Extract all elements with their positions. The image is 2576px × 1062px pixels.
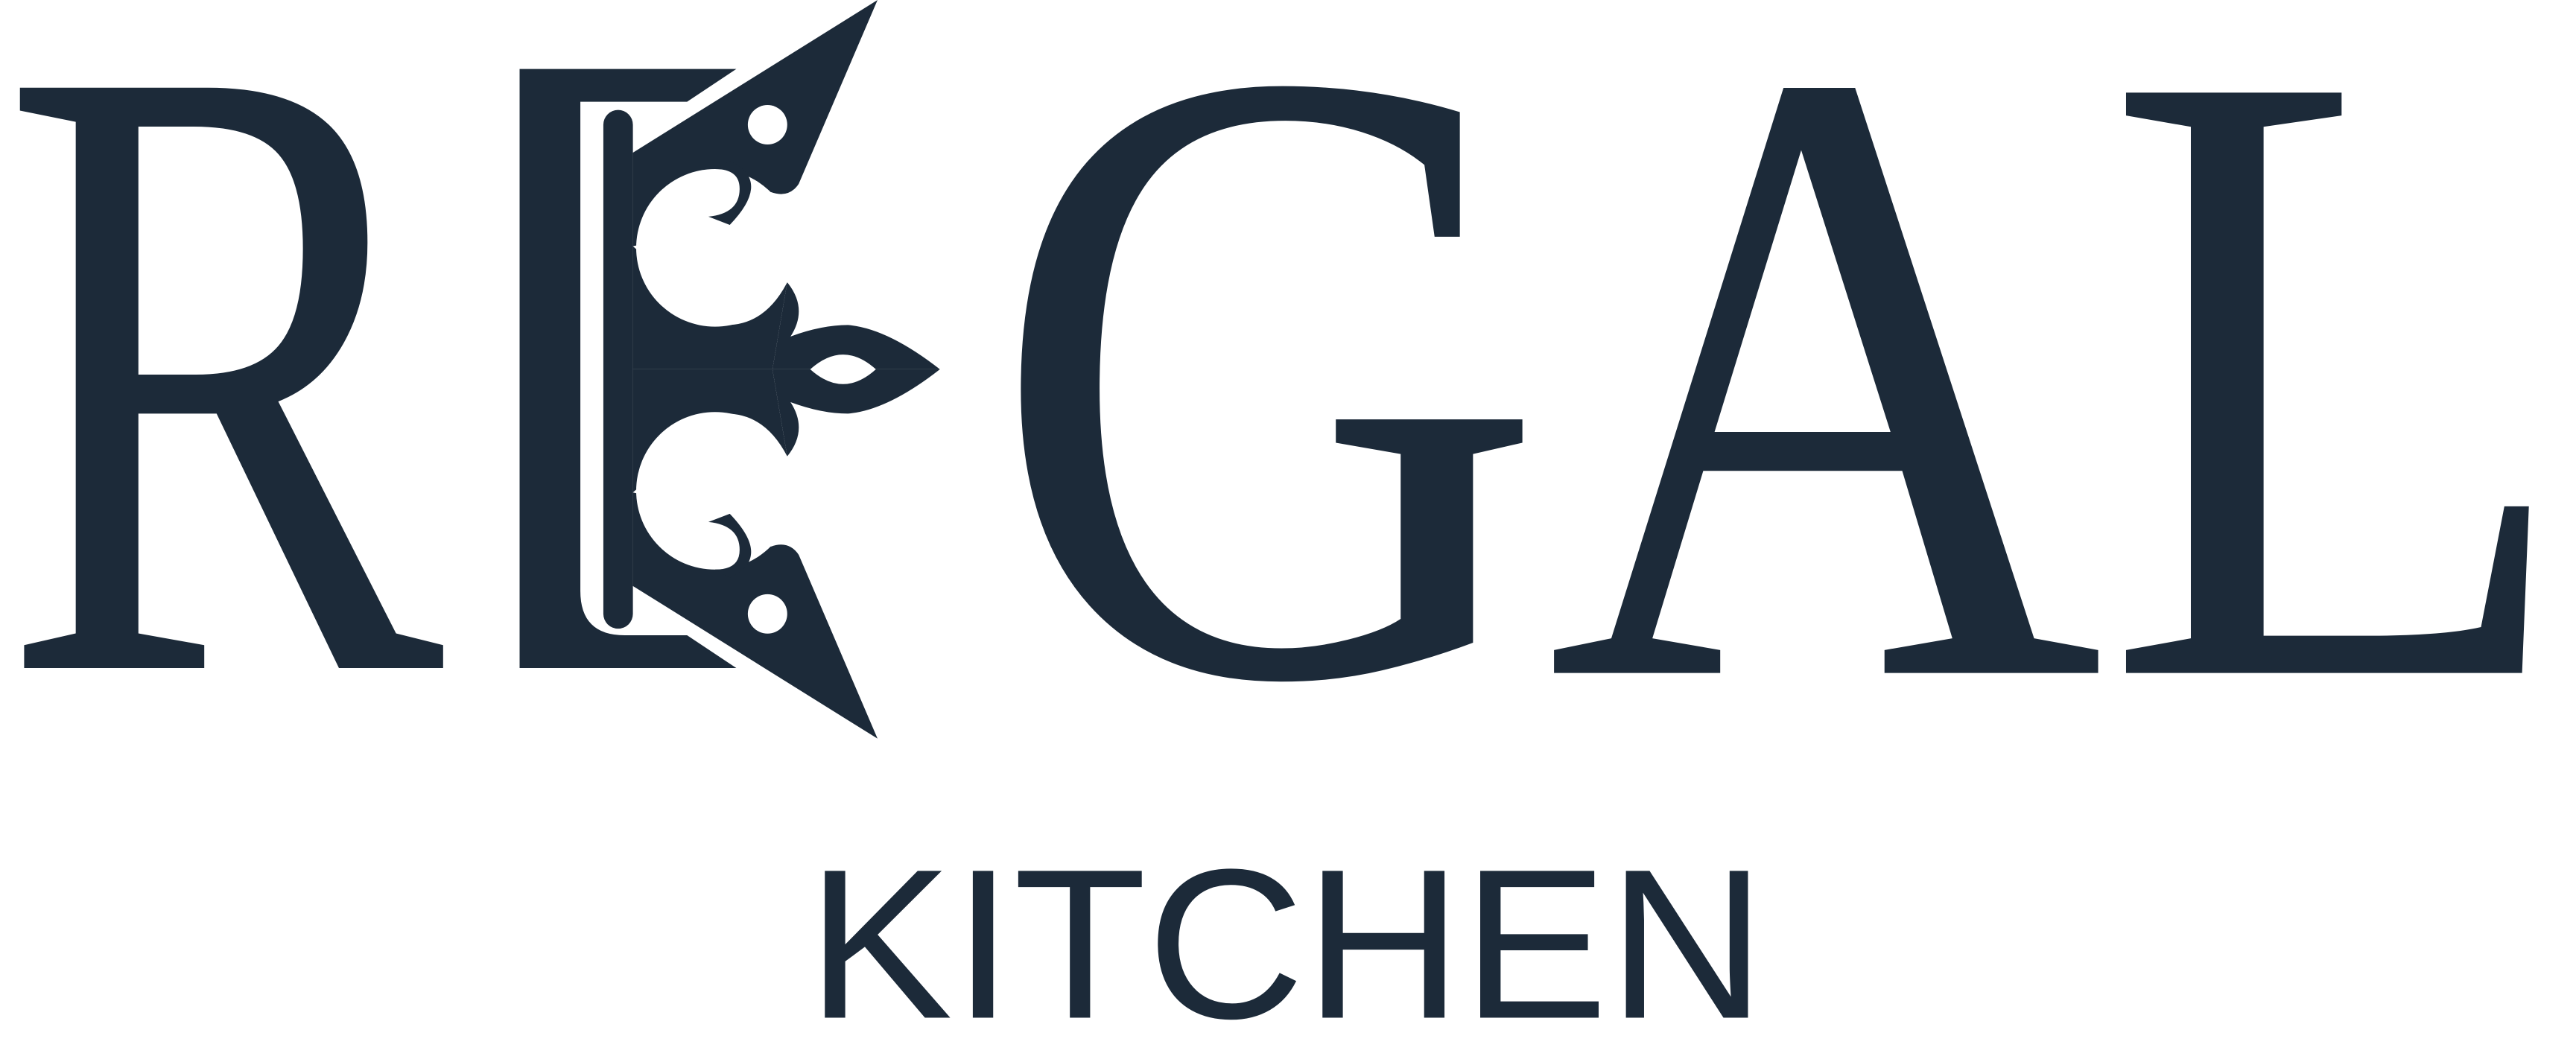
e-emblem [519,0,940,739]
emblem-bar [603,109,633,629]
logo-rest: GAL [989,0,2575,865]
emblem-eye [810,354,876,384]
emblem-frame [519,69,737,669]
emblem-upper [632,0,940,369]
tagline: KITCHEN [807,824,1766,1062]
emblem-lower [632,369,940,739]
logo-initial: R [1,0,447,860]
